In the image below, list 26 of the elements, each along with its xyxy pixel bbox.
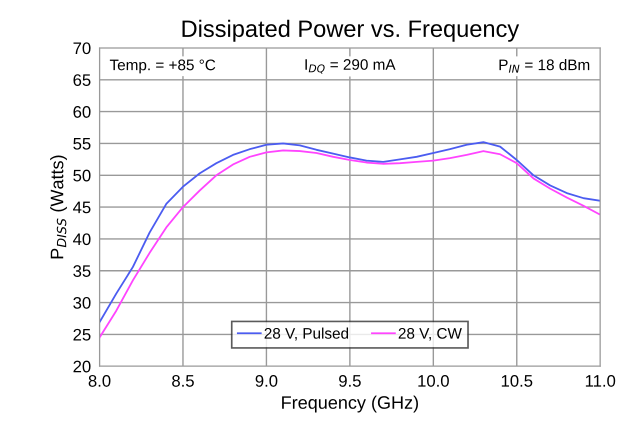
legend-label: 28 V, Pulsed bbox=[264, 328, 348, 341]
x-tick-label: 8.0 bbox=[88, 375, 110, 387]
y-tick-label: 35 bbox=[73, 265, 90, 277]
y-tick-label: 40 bbox=[73, 233, 91, 246]
y-tick-label: 60 bbox=[73, 106, 91, 118]
x-tick-label: 9.0 bbox=[256, 375, 278, 387]
x-tick-label: 8.5 bbox=[172, 375, 194, 387]
y-axis-title: P$_{DISS}$ (Watts) bbox=[50, 156, 67, 258]
annotation: I$_{DQ}$ = 290 mA bbox=[305, 59, 396, 74]
legend-label: 28 V, CW bbox=[398, 328, 462, 341]
annotation: Temp. = +85 °C bbox=[110, 60, 216, 74]
y-tick-label: 25 bbox=[73, 328, 90, 341]
x-tick-label: 9.5 bbox=[339, 375, 361, 387]
x-tick-label: 10.5 bbox=[502, 375, 532, 387]
x-tick-label: 10.0 bbox=[418, 375, 449, 387]
chart-title: Dissipated Power vs. Frequency bbox=[182, 20, 520, 42]
x-axis-title: Frequency (GHz) bbox=[282, 396, 418, 412]
y-tick-label: 55 bbox=[73, 138, 90, 150]
annotation: P$_{IN}$ = 18 dBm bbox=[499, 59, 590, 73]
y-tick-label: 30 bbox=[73, 296, 91, 309]
y-tick-label: 45 bbox=[73, 202, 90, 214]
x-tick-label: 11.0 bbox=[586, 375, 616, 387]
y-tick-label: 20 bbox=[73, 360, 91, 372]
y-tick-label: 50 bbox=[73, 170, 91, 182]
y-tick-label: 65 bbox=[73, 74, 90, 86]
y-tick-label: 70 bbox=[74, 42, 91, 54]
